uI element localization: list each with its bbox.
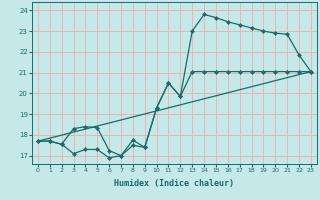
- X-axis label: Humidex (Indice chaleur): Humidex (Indice chaleur): [115, 179, 234, 188]
